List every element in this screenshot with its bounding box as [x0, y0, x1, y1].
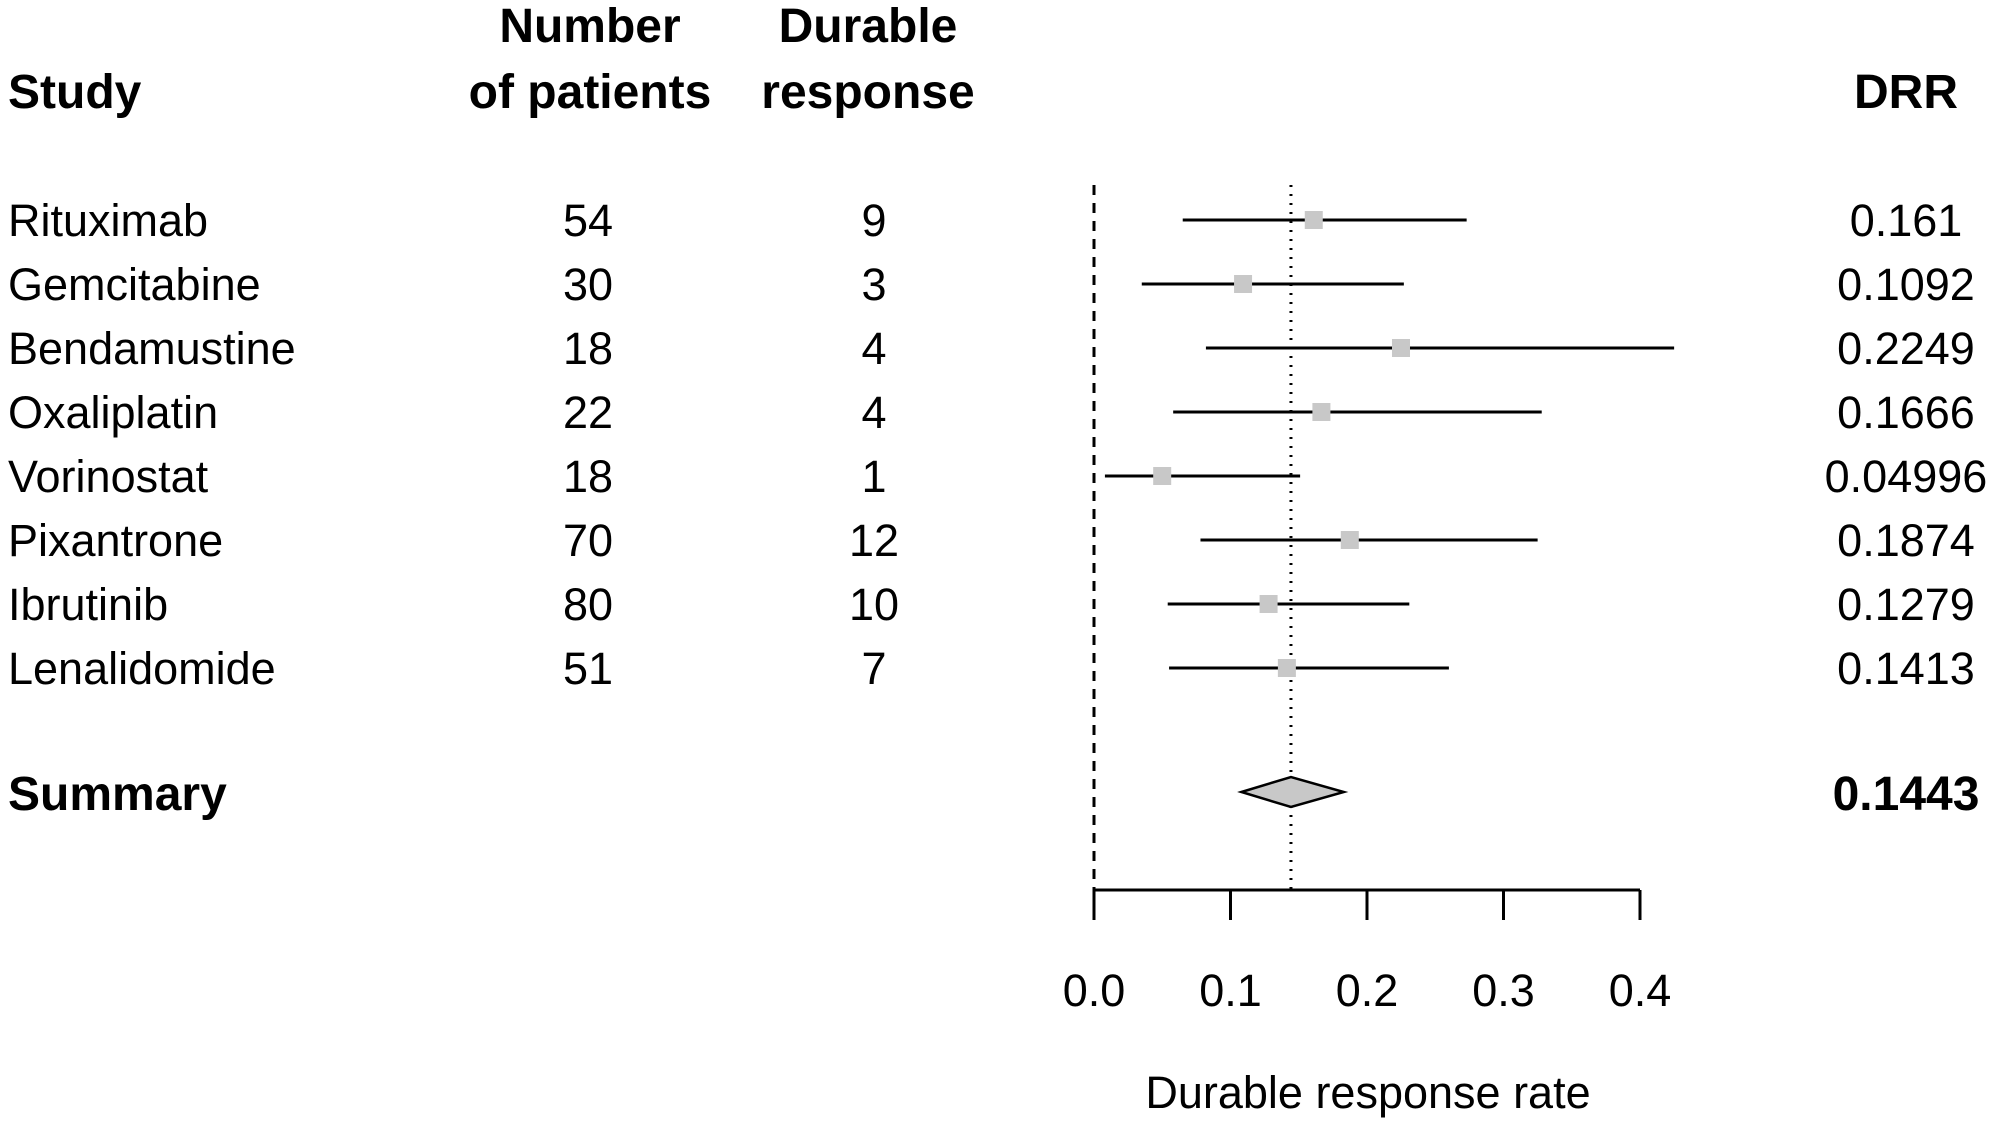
header-patients-line1: Number — [499, 0, 680, 53]
x-tick-label: 0.3 — [1472, 965, 1535, 1016]
table-row: Oxaliplatin 22 4 0.1666 — [8, 387, 1975, 438]
row-study: Vorinostat — [8, 451, 209, 502]
row-durable: 3 — [861, 259, 886, 310]
row-study: Rituximab — [8, 195, 208, 246]
table-row: Bendamustine 18 4 0.2249 — [8, 323, 1975, 374]
row-drr: 0.1279 — [1837, 579, 1975, 630]
row-patients: 80 — [563, 579, 613, 630]
row-study: Ibrutinib — [8, 579, 168, 630]
summary-label: Summary — [8, 768, 227, 821]
row-durable: 4 — [861, 323, 886, 374]
row-durable: 12 — [849, 515, 899, 566]
study-estimate-marker — [1340, 531, 1359, 549]
row-patients: 30 — [563, 259, 613, 310]
row-durable: 9 — [861, 195, 886, 246]
table-row: Vorinostat 18 1 0.04996 — [8, 451, 1987, 502]
row-durable: 1 — [861, 451, 886, 502]
header-durable-line2: response — [761, 66, 974, 119]
x-tick-label: 0.1 — [1199, 965, 1262, 1016]
row-durable: 7 — [861, 643, 886, 694]
x-axis-label: Durable response rate — [1145, 1067, 1590, 1118]
study-estimate-marker — [1259, 595, 1278, 613]
row-study: Oxaliplatin — [8, 387, 218, 438]
study-estimate-marker — [1304, 211, 1323, 229]
table-row: Ibrutinib 80 10 0.1279 — [8, 579, 1975, 630]
header-study: Study — [8, 66, 142, 119]
summary-drr: 0.1443 — [1833, 768, 1980, 821]
row-study: Bendamustine — [8, 323, 296, 374]
row-study: Lenalidomide — [8, 643, 276, 694]
row-patients: 54 — [563, 195, 613, 246]
row-durable: 10 — [849, 579, 899, 630]
header-drr: DRR — [1854, 66, 1958, 119]
x-tick-label: 0.0 — [1063, 965, 1126, 1016]
row-drr: 0.1874 — [1837, 515, 1975, 566]
x-axis: 0.0 0.1 0.2 0.3 0.4 — [1063, 888, 1672, 1016]
row-drr: 0.1666 — [1837, 387, 1975, 438]
table-row: Rituximab 54 9 0.161 — [8, 195, 1962, 246]
row-drr: 0.1092 — [1837, 259, 1975, 310]
header-patients-line2: of patients — [469, 66, 712, 119]
row-patients: 70 — [563, 515, 613, 566]
row-drr: 0.04996 — [1825, 451, 1988, 502]
study-table: Rituximab 54 9 0.161 Gemcitabine 30 3 0.1092 Ben… — [8, 195, 1987, 694]
row-drr: 0.161 — [1850, 195, 1963, 246]
table-row: Gemcitabine 30 3 0.1092 — [8, 259, 1975, 310]
row-durable: 4 — [861, 387, 886, 438]
table-row: Pixantrone 70 12 0.1874 — [8, 515, 1975, 566]
row-patients: 18 — [563, 323, 613, 374]
study-estimate-marker — [1312, 403, 1331, 421]
study-estimate-marker — [1153, 467, 1172, 485]
study-estimate-marker — [1277, 659, 1296, 677]
row-patients: 18 — [563, 451, 613, 502]
plot-study-marks — [1104, 211, 1675, 809]
summary-diamond — [1237, 775, 1349, 809]
row-study: Pixantrone — [8, 515, 223, 566]
x-tick-label: 0.4 — [1609, 965, 1672, 1016]
row-drr: 0.1413 — [1837, 643, 1975, 694]
x-tick-label: 0.2 — [1336, 965, 1399, 1016]
row-study: Gemcitabine — [8, 259, 261, 310]
row-drr: 0.2249 — [1837, 323, 1975, 374]
header-durable-line1: Durable — [779, 0, 958, 53]
plot-reference-lines — [1092, 185, 1293, 890]
study-estimate-marker — [1234, 275, 1253, 293]
row-patients: 51 — [563, 643, 613, 694]
study-estimate-marker — [1391, 339, 1410, 357]
row-patients: 22 — [563, 387, 613, 438]
table-row: Lenalidomide 51 7 0.1413 — [8, 643, 1975, 694]
